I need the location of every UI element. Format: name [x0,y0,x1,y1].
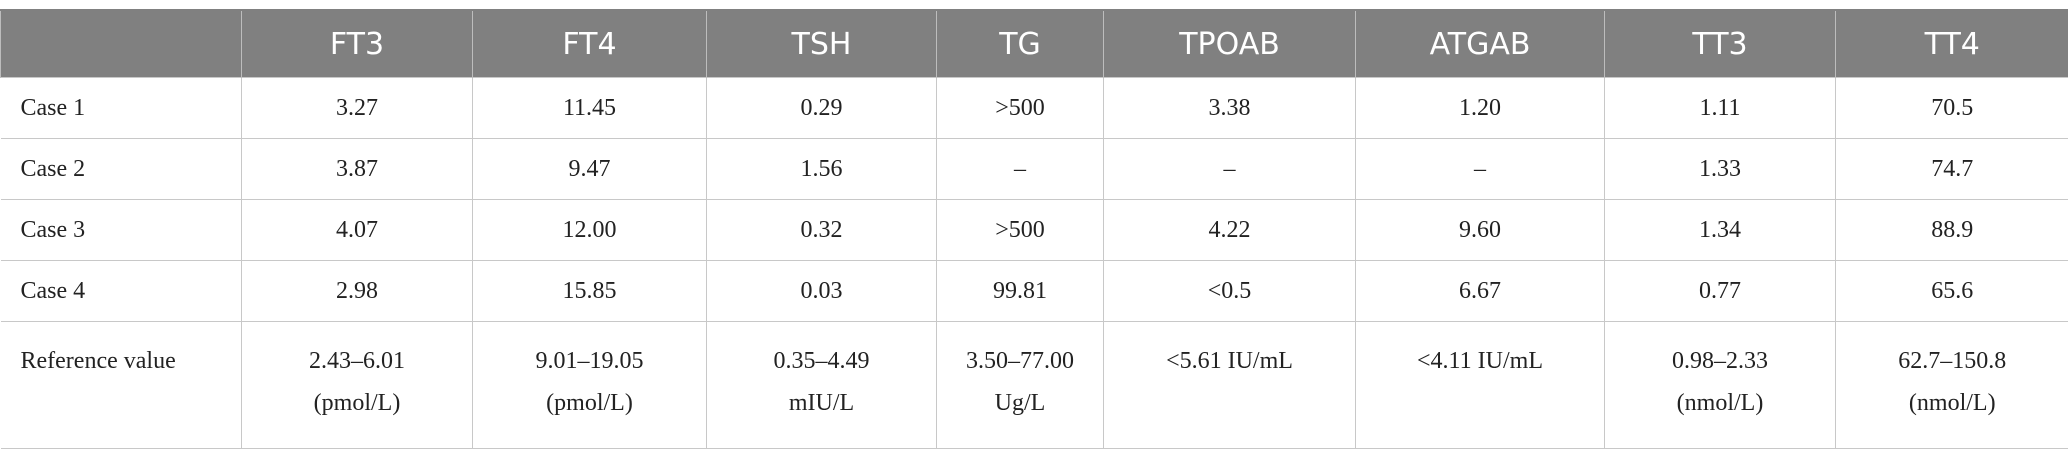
reference-line: 3.50–77.00 [966,348,1074,374]
cell: 74.7 [1835,138,2068,200]
row-label: Reference value [0,321,242,449]
cell: 2.98 [241,260,473,322]
cell: 4.22 [1103,199,1356,261]
reference-line: <5.61 IU/mL [1166,348,1293,374]
cell: 1.34 [1604,199,1836,261]
cell: >500 [936,77,1104,139]
cell: 9.47 [472,138,707,200]
cell: 70.5 [1835,77,2068,139]
table-wrapper: FT3 FT4 TSH TG TPOAB ATGAB TT3 TT4 Case 1 3.27 11… [0,9,2068,449]
reference-line: (nmol/L) [1908,390,1996,416]
header-cell [0,10,242,78]
table-row: Case 2 3.87 9.47 1.56– – –1.33 74.7 [0,138,2068,200]
cell: – [1355,138,1605,200]
reference-row: Reference value 2.43–6.01 (pmol/L) 9.01–19.… [0,321,2068,449]
header-cell: FT4 [472,10,707,78]
cell: 0.32 [706,199,937,261]
reference-line: 9.01–19.05 [535,348,644,374]
header-cell: TSH [706,10,937,78]
cell: – [1103,138,1356,200]
table-row: Case 1 3.27 11.45 0.29 >500 3.38 1.20 1.11 70.5 [0,77,2068,139]
cell: 1.20 [1355,77,1605,139]
reference-line: 62.7–150.8 [1898,348,2007,374]
cell: <0.5 [1103,260,1356,322]
cell: 99.81 [936,260,1104,322]
row-label: Case 3 [0,199,242,261]
table-body: Case 1 3.27 11.45 0.29 >500 3.38 1.20 1.11 70.5 C… [0,77,2068,449]
cell: 0.29 [706,77,937,139]
cell: 1.11 [1604,77,1836,139]
reference-line: (pmol/L) [546,390,633,416]
reference-cell: 2.43–6.01 (pmol/L) [241,321,473,449]
cell: 4.07 [241,199,473,261]
cell: 1.56 [706,138,937,200]
cell: 65.6 [1835,260,2068,322]
header-row: FT3 FT4 TSH TG TPOAB ATGAB TT3 TT4 [0,10,2068,78]
reference-line: 2.43–6.01 [309,348,405,374]
reference-line: (pmol/L) [313,390,401,416]
reference-line: mIU/L [788,390,855,416]
row-label: Case 1 [0,77,242,139]
reference-cell: 0.98–2.33 (nmol/L) [1604,321,1836,449]
reference-cell: <5.61 IU/mL [1103,321,1356,449]
reference-line: Ug/L [994,390,1046,416]
cell: 11.45 [472,77,707,139]
reference-cell: 9.01–19.05 (pmol/L) [472,321,707,449]
reference-line: (nmol/L) [1676,390,1764,416]
row-label: Case 2 [0,138,242,200]
reference-cell: 3.50–77.00 Ug/L [936,321,1104,449]
table-row: Case 3 4.07 12.00 0.32 >500 4.22 9.60 1.34 88.9 [0,199,2068,261]
data-table: FT3 FT4 TSH TG TPOAB ATGAB TT3 TT4 Case 1 3.27 11… [0,9,2068,449]
reference-line: 0.35–4.49 [773,348,870,374]
reference-line: Reference value [20,348,176,374]
reference-cell: 62.7–150.8 (nmol/L) [1835,321,2068,449]
cell: 1.33 [1604,138,1836,200]
header-cell: TG [936,10,1104,78]
cell: 3.87 [241,138,473,200]
header-cell: FT3 [241,10,473,78]
cell: 15.85 [472,260,707,322]
cell: 88.9 [1835,199,2068,261]
cell: 6.67 [1355,260,1605,322]
cell: 9.60 [1355,199,1605,261]
cell: – [936,138,1104,200]
row-label: Case 4 [0,260,242,322]
reference-cell: 0.35–4.49 mIU/L [706,321,937,449]
header-cell: ATGAB [1355,10,1605,78]
reference-line: <4.11 IU/mL [1417,348,1543,374]
reference-line: 0.98–2.33 [1672,348,1768,374]
cell: 3.27 [241,77,473,139]
cell: >500 [936,199,1104,261]
cell: 0.77 [1604,260,1836,322]
header-cell: TPOAB [1103,10,1356,78]
header-cell: TT4 [1835,10,2068,78]
header-cell: TT3 [1604,10,1836,78]
table-row: Case 4 2.98 15.85 0.03 99.81 <0.5 6.67 0.77 65.6 [0,260,2068,322]
cell: 3.38 [1103,77,1356,139]
reference-cell: <4.11 IU/mL [1355,321,1605,449]
cell: 0.03 [706,260,937,322]
cell: 12.00 [472,199,707,261]
